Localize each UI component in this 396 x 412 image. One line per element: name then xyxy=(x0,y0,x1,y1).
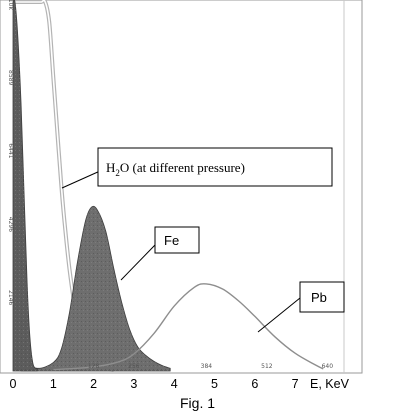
annotation-pb: Pb xyxy=(257,281,345,333)
annotation-pb-leader xyxy=(257,297,301,333)
channel-tick-layer: 128 256 384 512 640 xyxy=(88,363,333,370)
annotation-h2o-text: H2O (at different pressure) xyxy=(106,160,245,178)
count-tick-label: 4296 xyxy=(7,217,14,232)
channel-tick-label: 512 xyxy=(261,363,273,370)
annotation-pb-box xyxy=(299,281,345,313)
series-layer xyxy=(12,0,324,372)
annotation-pb-label: Pb xyxy=(311,290,327,305)
count-tick-layer: 2146 4296 6441 8589 10k xyxy=(7,0,14,306)
x-tick-label: 3 xyxy=(130,377,137,391)
channel-tick-label: 384 xyxy=(201,363,213,370)
x-tick-label: 6 xyxy=(251,377,258,391)
x-tick-label: 5 xyxy=(211,377,218,391)
count-tick-label: 2146 xyxy=(7,290,14,305)
x-tick-label: 1 xyxy=(50,377,57,391)
annotation-fe-leader xyxy=(120,244,156,281)
x-axis-label: E, KeV xyxy=(310,377,350,391)
series-pb-line xyxy=(53,283,324,371)
figure-caption: Fig. 1 xyxy=(180,395,215,411)
count-tick-label: 10k xyxy=(7,0,14,10)
x-tick-label: 2 xyxy=(90,377,97,391)
x-tick-label: 0 xyxy=(10,377,17,391)
series-low-energy-texture xyxy=(13,0,38,371)
count-tick-label: 8589 xyxy=(7,70,14,85)
x-tick-label: 4 xyxy=(171,377,178,391)
annotation-fe-box xyxy=(154,226,200,254)
annotation-h2o-leader xyxy=(61,170,101,189)
channel-tick-label: 256 xyxy=(128,363,140,370)
annotation-h2o-box xyxy=(97,147,333,187)
annotation-h2o: H2O (at different pressure) xyxy=(61,147,333,189)
channel-tick-label: 128 xyxy=(88,363,100,370)
series-fe-texture xyxy=(21,206,171,371)
count-tick-label: 6441 xyxy=(7,143,14,158)
annotation-fe-label: Fe xyxy=(164,233,179,248)
annotation-fe: Fe xyxy=(120,226,200,281)
x-tick-label: 7 xyxy=(292,377,299,391)
x-axis-ticks: 0 1 2 3 4 5 6 7 xyxy=(10,377,299,391)
channel-tick-label: 640 xyxy=(322,363,334,370)
